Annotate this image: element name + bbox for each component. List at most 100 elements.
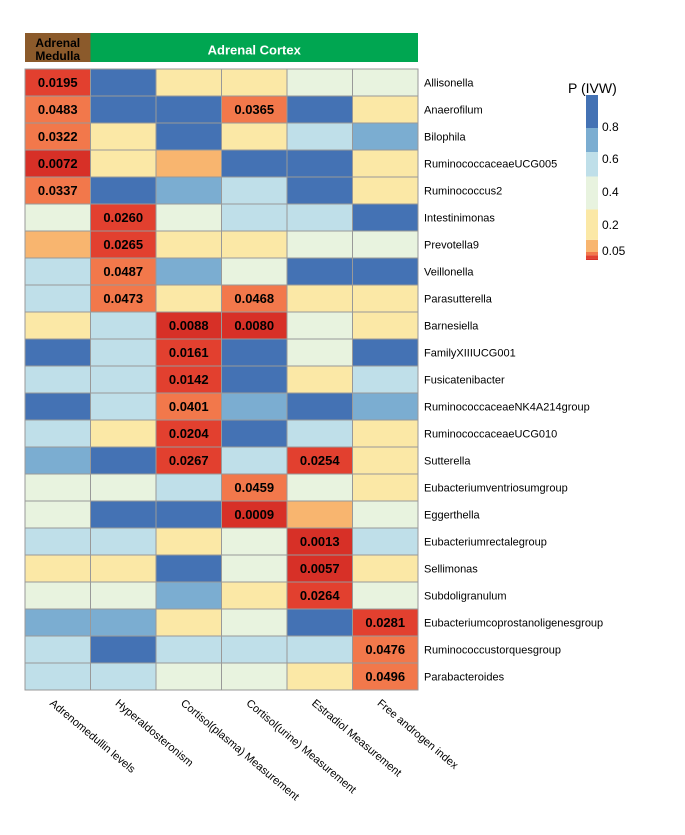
cell-value-label: 0.0057 — [300, 561, 340, 576]
heatmap-cell — [286, 392, 353, 421]
heatmap-cell — [352, 284, 419, 313]
cell-value-label: 0.0142 — [169, 372, 209, 387]
legend-swatch — [586, 152, 598, 177]
row-label: Prevotella9 — [424, 239, 479, 251]
heatmap-cell — [155, 203, 222, 232]
cell-value-label: 0.0161 — [169, 345, 209, 360]
heatmap-cell — [221, 176, 288, 205]
row-label: Veillonella — [424, 266, 474, 278]
heatmap-cell — [221, 311, 288, 340]
heatmap-cell — [352, 122, 419, 151]
heatmap-cell — [90, 635, 157, 664]
legend-title: P (IVW) — [568, 80, 617, 96]
heatmap-cell — [24, 635, 91, 664]
row-label: Eubacteriumrectalegroup — [424, 536, 547, 548]
legend-swatch — [586, 209, 598, 240]
cell-value-label: 0.0365 — [234, 102, 274, 117]
heatmap-cell — [24, 608, 91, 637]
heatmap-cell — [286, 284, 353, 313]
legend-swatch — [586, 252, 598, 256]
row-label: RuminococcaceaeNK4A214group — [424, 401, 590, 413]
row-label: Intestinimonas — [424, 212, 495, 224]
heatmap-cell — [221, 230, 288, 259]
cell-value-label: 0.0088 — [169, 318, 209, 333]
heatmap-cell — [221, 122, 288, 151]
row-label: Sutterella — [424, 455, 471, 467]
cell-value-label: 0.0204 — [169, 426, 210, 441]
heatmap-cell — [90, 311, 157, 340]
heatmap-cell — [221, 392, 288, 421]
row-label: Anaerofilum — [424, 104, 483, 116]
cell-value-label: 0.0401 — [169, 399, 209, 414]
heatmap-cell — [286, 662, 353, 691]
legend-swatch — [586, 258, 598, 260]
heatmap-cell — [155, 95, 222, 124]
heatmap-cell — [90, 500, 157, 529]
heatmap-cell — [24, 473, 91, 502]
cell-value-label: 0.0009 — [234, 507, 274, 522]
cell-value-label: 0.0322 — [38, 129, 78, 144]
legend-tick-label: 0.6 — [602, 152, 619, 166]
cell-value-label: 0.0080 — [234, 318, 274, 333]
heatmap-cell — [286, 149, 353, 178]
heatmap-cell — [90, 95, 157, 124]
row-label: Bilophila — [424, 131, 466, 143]
cell-value-label: 0.0496 — [365, 669, 405, 684]
heatmap-cell — [352, 662, 419, 691]
legend: P (IVW) 0.8 0.6 0.4 0.2 0.05 — [568, 80, 626, 260]
heatmap-cell — [155, 419, 222, 448]
column-label: Cortisol(urine) Measurement — [244, 697, 358, 796]
column-label: Cortisol(plasma) Measurement — [178, 697, 301, 803]
heatmap-cell — [155, 473, 222, 502]
heatmap-cell — [24, 365, 91, 394]
heatmap-cell — [155, 311, 222, 340]
group-header-1 — [90, 33, 418, 62]
heatmap-cell — [221, 68, 288, 97]
heatmap-cell — [155, 500, 222, 529]
heatmap-cell — [90, 581, 157, 610]
cell-value-label: 0.0013 — [300, 534, 340, 549]
heatmap-cell — [155, 446, 222, 475]
heatmap-cell — [155, 527, 222, 556]
row-label: Ruminococcus2 — [424, 185, 502, 197]
heatmap-cell — [90, 419, 157, 448]
heatmap-cell — [90, 473, 157, 502]
heatmap-cell — [90, 446, 157, 475]
heatmap-cell — [24, 203, 91, 232]
heatmap-cell — [352, 635, 419, 664]
cell-value-label: 0.0260 — [103, 210, 143, 225]
heatmap-cell — [352, 230, 419, 259]
heatmap-cell — [155, 257, 222, 286]
heatmap-cell — [352, 392, 419, 421]
heatmap-cell — [155, 338, 222, 367]
legend-swatch — [586, 128, 598, 152]
heatmap-cell — [24, 554, 91, 583]
group-header-label: Medulla — [35, 49, 80, 63]
heatmap-cell — [352, 95, 419, 124]
heatmap-cell — [286, 365, 353, 394]
heatmap-cell — [352, 527, 419, 556]
heatmap-cell — [352, 500, 419, 529]
heatmap-cell — [24, 284, 91, 313]
heatmap-cells: 0.0195 0.0483 0.0365 0.0322 0.0072 0.0337 0.02… — [24, 68, 419, 691]
heatmap-cell — [352, 338, 419, 367]
legend-swatch — [586, 239, 598, 252]
row-label: Sellimonas — [424, 563, 478, 575]
heatmap-cell — [352, 581, 419, 610]
group-header-0 — [25, 33, 91, 62]
row-label: Parasutterella — [424, 293, 493, 305]
legend-tick-label: 0.05 — [602, 244, 626, 258]
heatmap-cell — [221, 554, 288, 583]
row-label: Barnesiella — [424, 320, 479, 332]
heatmap-cell — [24, 176, 91, 205]
column-labels: Adrenomedullin levelsHyperaldosteronismC… — [47, 697, 460, 803]
cell-value-label: 0.0468 — [234, 291, 274, 306]
heatmap-cell — [352, 608, 419, 637]
heatmap-cell — [90, 149, 157, 178]
heatmap-cell — [286, 500, 353, 529]
heatmap-cell — [24, 392, 91, 421]
cell-value-label: 0.0072 — [38, 156, 78, 171]
cell-value-label: 0.0264 — [300, 588, 341, 603]
